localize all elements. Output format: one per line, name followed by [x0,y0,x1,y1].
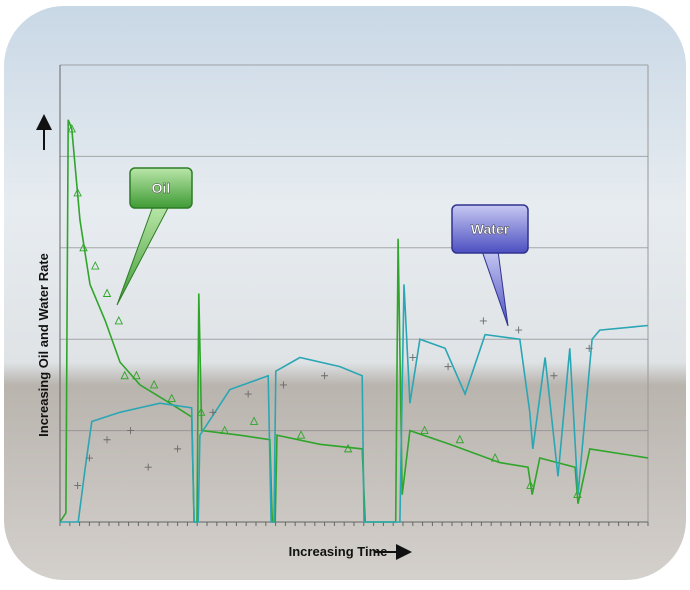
x-axis-title: Increasing Time [289,544,388,559]
background [4,6,686,580]
legend-label: Water [471,221,510,237]
page: {"chart_data": { "type": "line", "xlabel… [0,0,690,585]
y-axis-title: Increasing Oil and Water Rate [36,253,51,437]
legend-label: Oil [152,180,171,196]
chart: Increasing Oil and Water Rate Increasing… [0,0,690,585]
